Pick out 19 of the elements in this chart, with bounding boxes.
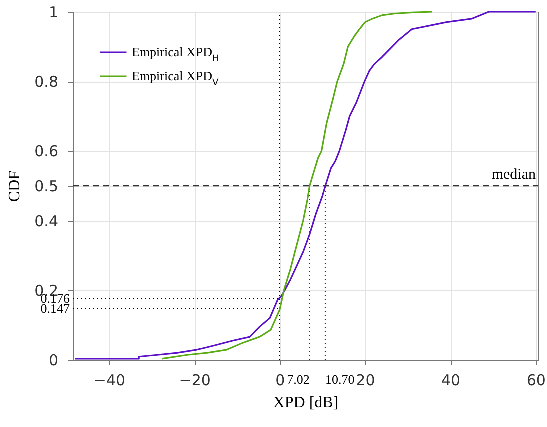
- x-tick-label: −40: [94, 372, 126, 390]
- legend-label: Empirical XPD$_{H}$: [132, 44, 220, 64]
- legend-label: Empirical XPD$_{V}$: [132, 68, 220, 88]
- ref-line-label: 10.70: [326, 372, 355, 387]
- ref-line-label: median: [492, 167, 536, 183]
- y-tick-label: 0.4: [34, 212, 58, 230]
- x-tick-label: 40: [442, 372, 461, 390]
- x-tick-label: 0: [276, 372, 286, 390]
- y-tick-label: 0.8: [34, 73, 58, 92]
- y-tick-label: 0.6: [34, 142, 58, 161]
- y-tick-label: 0.5: [34, 178, 58, 196]
- y-axis-title: CDF: [6, 170, 24, 202]
- x-tick-label: −20: [179, 372, 211, 390]
- x-axis-title: XPD [dB]: [273, 394, 339, 412]
- ref-line-label: 7.02: [287, 372, 310, 387]
- y-tick-label: 0: [48, 352, 58, 370]
- y-tick-label: 1: [48, 4, 58, 22]
- x-tick-label: 60: [526, 372, 546, 390]
- x-tick-label: 20: [356, 372, 376, 390]
